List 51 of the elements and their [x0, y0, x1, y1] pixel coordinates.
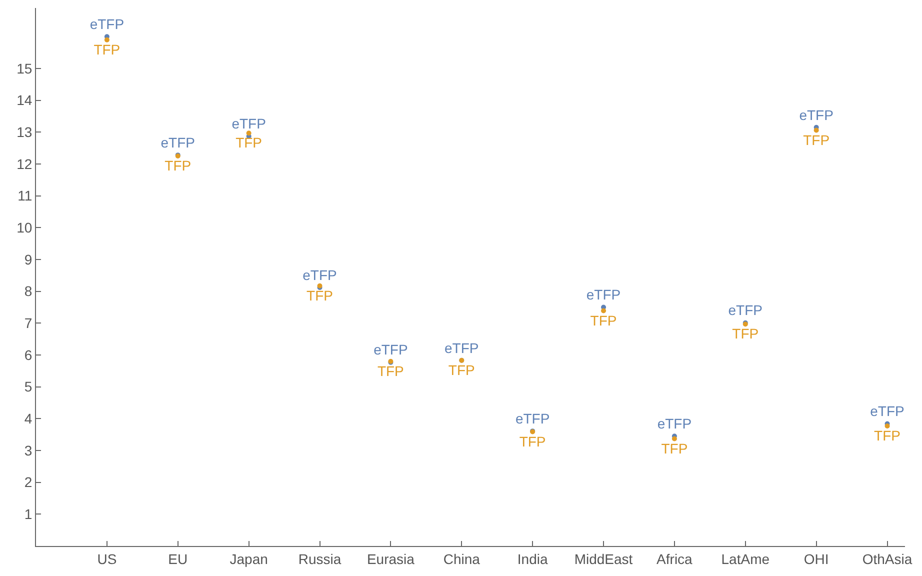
text: TFP [803, 132, 830, 148]
text: eTFP [870, 403, 904, 420]
text: eTFP [302, 266, 337, 283]
text: eTFP [515, 410, 550, 426]
x-tick-label: EU [168, 550, 188, 567]
x-tick-label: Africa [656, 550, 693, 567]
y-tick-label: 15 [16, 60, 32, 76]
y-tick-label: 1 [24, 506, 32, 522]
text: TFP [306, 288, 333, 304]
series-label: eTFP [90, 16, 124, 32]
y-tick-label: 10 [16, 220, 32, 236]
text: TFP [94, 41, 120, 58]
x-tick-label: OthAsia [862, 550, 912, 567]
text: eTFP [799, 106, 834, 123]
x-tick-label: China [443, 550, 480, 567]
text: eTFP [586, 286, 621, 303]
y-tick-label: 14 [16, 92, 32, 108]
x-tick-label: India [517, 550, 548, 567]
text: TFP [732, 326, 759, 342]
y-tick-label: 2 [24, 474, 32, 490]
text: eTFP [444, 340, 479, 356]
text: TFP [164, 158, 192, 174]
x-tick-label: LatAme [721, 550, 770, 567]
y-tick-label: 11 [18, 188, 32, 204]
text: TFP [661, 440, 688, 456]
y-tick-label: 13 [16, 124, 32, 140]
x-tick-label: US [97, 550, 117, 567]
y-tick-label: 9 [24, 251, 32, 268]
x-tick-label: Russia [298, 550, 342, 567]
text: TFP [590, 312, 617, 328]
text: eTFP [160, 134, 195, 150]
text: eTFP [728, 302, 763, 318]
text: eTFP [374, 342, 408, 358]
text: TFP [236, 134, 262, 151]
text: TFP [874, 428, 900, 444]
y-tick-label: 8 [24, 283, 32, 300]
x-tick-label: MiddEast [574, 550, 633, 567]
y-tick-label: 7 [24, 315, 32, 332]
series-label: TFP [519, 433, 546, 450]
x-tick-label: Eurasia [366, 550, 415, 567]
y-tick-label: 6 [24, 346, 32, 363]
y-tick-label: 5 [24, 378, 32, 395]
x-tick-label: Japan [230, 550, 268, 567]
text: TFP [377, 362, 404, 379]
x-tick-label: OHI [804, 550, 829, 567]
y-tick-label: 3 [24, 442, 32, 458]
text: eTFP [232, 116, 266, 132]
y-tick-label: 4 [24, 410, 32, 427]
text: eTFP [657, 416, 692, 432]
y-tick-label: 12 [16, 156, 32, 172]
text: TFP [448, 362, 475, 378]
